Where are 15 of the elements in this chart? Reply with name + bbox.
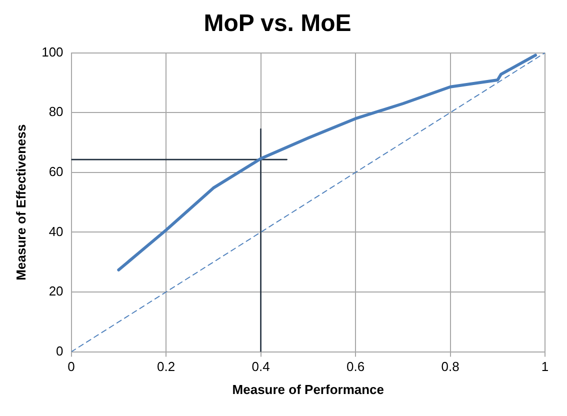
x-tick-label: 1 [541, 359, 549, 374]
x-tick-label: 0.4 [252, 359, 270, 374]
x-tick-label: 0.6 [346, 359, 365, 374]
x-tick-label: 0.8 [441, 359, 460, 374]
x-axis-title: Measure of Performance [232, 382, 384, 397]
x-tick-label: 0.2 [156, 359, 176, 374]
x-tick-label: 0 [68, 359, 75, 374]
y-tick-label: 100 [42, 44, 64, 60]
y-tick-label: 40 [48, 224, 64, 239]
y-axis-title: Measure of Effectiveness [13, 124, 28, 280]
y-tick-label: 80 [48, 104, 64, 120]
y-tick-label: 60 [48, 164, 64, 179]
chart-title: MoP vs. MoE [204, 10, 352, 38]
y-tick-label: 20 [48, 284, 64, 299]
y-tick-label: 0 [56, 343, 64, 358]
